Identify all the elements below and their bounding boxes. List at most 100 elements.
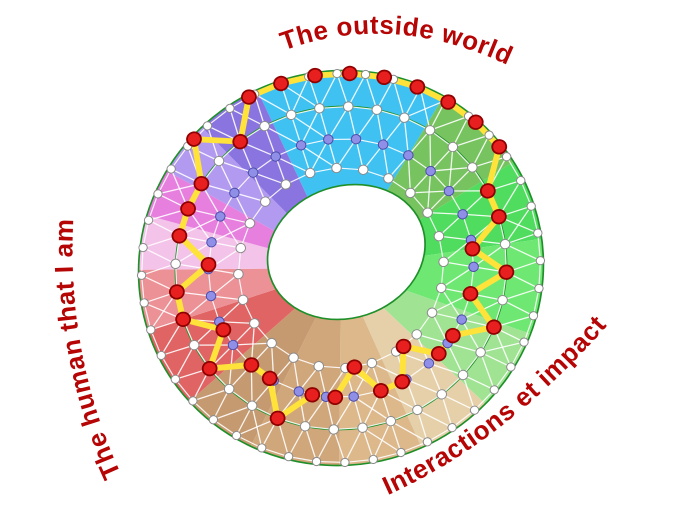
mesh-line — [315, 429, 335, 462]
value-node[interactable] — [430, 345, 448, 362]
value-node[interactable] — [375, 69, 393, 86]
grid-node — [435, 282, 447, 294]
value-node[interactable] — [409, 78, 427, 95]
grid-node — [436, 389, 448, 400]
value-node[interactable] — [485, 319, 503, 336]
grid-node — [447, 423, 457, 433]
mesh-line — [347, 74, 367, 107]
grid-node — [457, 209, 468, 220]
mesh-line — [417, 409, 453, 429]
mesh-line — [390, 420, 428, 443]
grid-node — [311, 456, 322, 467]
value-node[interactable] — [168, 283, 186, 300]
value-node[interactable] — [185, 130, 203, 147]
mesh-line — [309, 139, 329, 174]
value-node[interactable] — [498, 264, 516, 281]
value-node[interactable] — [393, 373, 411, 390]
grid-node — [533, 228, 543, 238]
grid-node — [166, 164, 176, 174]
grid-node — [206, 237, 217, 248]
value-node[interactable] — [304, 386, 322, 403]
grid-node — [424, 125, 436, 136]
value-node[interactable] — [215, 321, 233, 338]
mesh-line — [275, 155, 311, 174]
grid-node — [422, 437, 433, 447]
grid-node — [423, 358, 435, 369]
grid-node — [170, 258, 181, 269]
value-node[interactable] — [200, 256, 218, 273]
grid-node — [293, 386, 305, 397]
value-node[interactable] — [306, 67, 324, 84]
grid-node — [280, 179, 292, 190]
mesh-line — [440, 266, 474, 289]
mesh-line — [336, 73, 349, 107]
value-node[interactable] — [269, 410, 287, 427]
value-node[interactable] — [193, 175, 211, 192]
grid-node — [411, 329, 423, 340]
value-node[interactable] — [479, 182, 497, 199]
grid-node — [377, 139, 389, 150]
mesh-line — [218, 160, 235, 194]
grid-node — [283, 452, 294, 462]
mesh-line — [416, 409, 429, 443]
mesh-line — [298, 391, 306, 427]
grid-node — [146, 325, 156, 335]
mesh-line — [344, 427, 364, 463]
mesh-line — [407, 155, 412, 193]
mesh-line — [428, 363, 443, 395]
grid-node — [244, 218, 256, 229]
value-node[interactable] — [179, 200, 197, 217]
mesh-line — [288, 425, 306, 457]
mesh-line — [382, 117, 405, 145]
value-node[interactable] — [261, 370, 279, 387]
mesh-line — [298, 365, 320, 392]
value-node[interactable] — [395, 338, 413, 355]
grid-node — [425, 165, 436, 177]
mesh-line — [504, 243, 541, 262]
donut-hole — [267, 184, 426, 320]
mesh-line — [325, 396, 335, 430]
mesh-line — [300, 108, 320, 146]
value-node[interactable] — [231, 133, 249, 150]
mesh-line — [219, 321, 255, 324]
value-node[interactable] — [243, 356, 261, 373]
value-node[interactable] — [171, 227, 189, 244]
grid-node — [138, 242, 148, 253]
value-node[interactable] — [372, 382, 390, 399]
value-node[interactable] — [464, 240, 482, 257]
value-node[interactable] — [462, 285, 480, 302]
value-node[interactable] — [490, 208, 508, 225]
value-node[interactable] — [201, 360, 219, 377]
mesh-line — [318, 73, 338, 109]
grid-node — [499, 238, 511, 250]
value-node[interactable] — [272, 75, 290, 92]
value-node[interactable] — [240, 88, 258, 105]
grid-node — [304, 167, 316, 179]
value-node[interactable] — [467, 114, 485, 131]
mesh-line — [353, 396, 364, 428]
grid-node — [484, 130, 494, 140]
grid-node — [422, 207, 433, 218]
grid-node — [348, 391, 359, 402]
grid-node — [371, 104, 383, 115]
mesh-line — [233, 192, 251, 224]
value-node[interactable] — [174, 311, 192, 328]
grid-node — [403, 150, 414, 161]
value-node[interactable] — [341, 65, 359, 82]
mesh-line — [364, 74, 378, 110]
grid-node — [383, 173, 394, 184]
mesh-line — [430, 146, 454, 172]
value-node[interactable] — [346, 358, 364, 375]
value-node[interactable] — [490, 138, 508, 155]
grid-node — [249, 318, 260, 329]
value-node[interactable] — [326, 389, 344, 406]
grid-node — [202, 121, 213, 131]
mesh-line — [462, 374, 476, 411]
grid-node — [426, 307, 438, 318]
grid-node — [328, 424, 340, 435]
value-node[interactable] — [444, 327, 462, 344]
mesh-line — [361, 427, 374, 460]
grid-node — [528, 311, 539, 321]
mesh-line — [441, 393, 475, 411]
value-node[interactable] — [439, 93, 457, 110]
